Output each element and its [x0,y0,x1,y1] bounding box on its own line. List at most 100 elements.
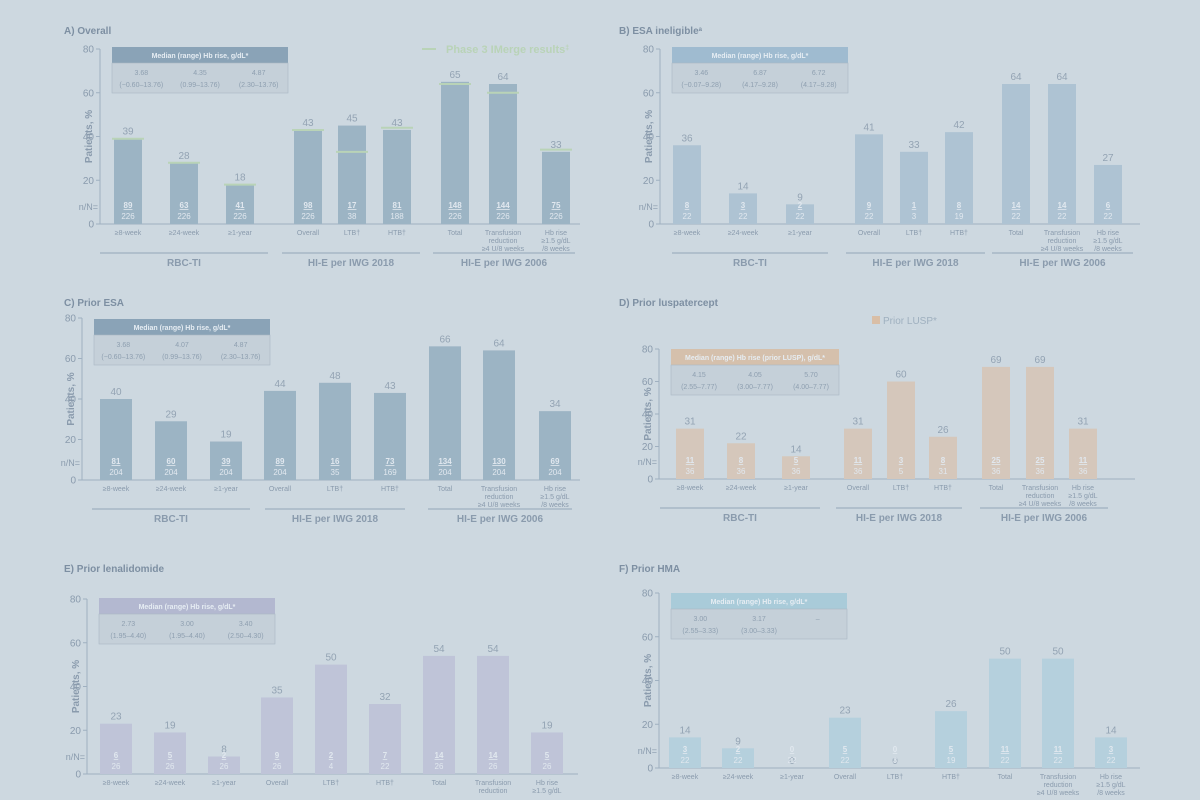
y-tick-label: 60 [83,88,95,99]
category-label: Total [998,774,1013,781]
bar [208,756,240,774]
category-label: Transfusion [485,230,521,237]
bar-N: 36 [686,467,695,476]
category-label: HTB† [376,780,394,787]
y-tick-label: 40 [83,132,95,143]
bar [729,193,757,224]
y-tick-label: 80 [642,345,654,356]
category-label: LTB† [887,774,903,781]
bar-N: 22 [841,756,850,765]
y-axis-label: Patients, % [71,660,82,713]
category-label: Transfusion [475,780,511,787]
bar [722,748,754,768]
bar [100,723,132,774]
category-label: ≥1.5 g/dL [1093,238,1122,245]
category-label: HTB† [934,485,952,492]
bar [829,717,861,768]
group-label: HI-E per IWG 2006 [1019,258,1106,269]
bar-value-label: 27 [1102,153,1114,164]
bar-value-label: 33 [908,140,920,151]
bar-N: 22 [739,212,748,221]
y-tick-label: 40 [642,676,654,687]
median-value: 6.87 [753,70,767,77]
y-tick-label: 60 [642,632,654,643]
bar-N: 22 [1058,212,1067,221]
bar-n: 14 [489,751,498,760]
bar-N: 22 [1054,756,1063,765]
bar [338,125,366,224]
bar-value-label: 64 [497,72,509,83]
category-label: ≥1-year [788,230,812,237]
median-value: 4.15 [692,372,706,379]
bar [319,382,351,480]
bar-n: 2 [798,201,803,210]
median-range: (4.00–7.77) [793,384,829,391]
category-label: ≥8-week [672,774,699,781]
category-label: ≥1.5 g/dL [541,238,570,245]
bar-value-label: 31 [1077,417,1089,428]
bar [423,655,455,774]
category-label: ≥8-week [115,230,142,237]
bar-value-label: 19 [220,430,232,441]
bar-value-label: 65 [449,70,461,81]
median-box-body [670,364,840,396]
category-label: /8 weeks [542,246,570,253]
panel-title: D) Prior luspatercept [619,298,719,309]
y-tick-label: 80 [642,589,654,600]
bar-N: 26 [489,762,498,771]
median-range: (3.00–7.77) [737,384,773,391]
y-tick-label: 60 [642,377,654,388]
median-range: (4.17–9.28) [742,82,778,89]
bar-n: 5 [794,456,799,465]
panel-title: C) Prior ESA [64,298,124,309]
bar-N: 26 [435,762,444,771]
median-value: 5.70 [804,372,818,379]
bar-n: 8 [941,456,946,465]
median-box-body [111,62,289,94]
bar [542,151,570,224]
category-label: ≥24-week [726,485,757,492]
bar [383,129,411,224]
bar-n: 134 [438,457,452,466]
bar-n: 1 [912,201,917,210]
category-label: ≥1-year [784,485,808,492]
bar-n: 130 [492,457,506,466]
bar-n: 16 [331,457,340,466]
median-box-header: Median (range) Hb rise, g/dL* [134,325,231,332]
y-tick-label: 80 [65,314,77,325]
bar-n: 8 [685,201,690,210]
bar [369,704,401,774]
median-value: 4.87 [252,70,266,77]
bar [1094,164,1122,224]
bar-n: 98 [304,201,313,210]
bar-value-label: 64 [1010,72,1022,83]
median-range: (−0.60–13.76) [101,354,145,361]
median-box-header: Median (range) Hb rise (prior LUSP), g/d… [685,355,825,362]
bar-n: 25 [992,456,1001,465]
bar-n: 7 [383,751,388,760]
bar-value-label: 43 [302,118,314,129]
bar [531,732,563,774]
category-label: ≥1.5 g/dL [540,494,569,501]
category-label: Transfusion [1022,485,1058,492]
bar-value-label: 54 [487,644,499,655]
bar-N: 204 [109,468,123,477]
y-tick-label: 80 [70,595,82,606]
bar-N: 26 [543,762,552,771]
median-box-header-bg [671,593,847,609]
category-label: LTB† [327,486,343,493]
bar-value-label: 43 [391,118,403,129]
bar-N: 22 [681,756,690,765]
bar [226,184,254,224]
bar-value-label: 69 [1034,355,1046,366]
panel-title: F) Prior HMA [619,564,680,575]
bar-n: 11 [1079,456,1088,465]
category-label: Overall [847,485,870,492]
bar [676,428,704,479]
bar-N: 38 [348,212,357,221]
bar-value-label: 9 [735,736,741,747]
category-label: ≥1.5 g/dL [1096,782,1125,789]
bar [489,84,517,224]
bar-value-label: 18 [234,173,246,184]
median-range: (0.99–13.76) [180,82,220,89]
